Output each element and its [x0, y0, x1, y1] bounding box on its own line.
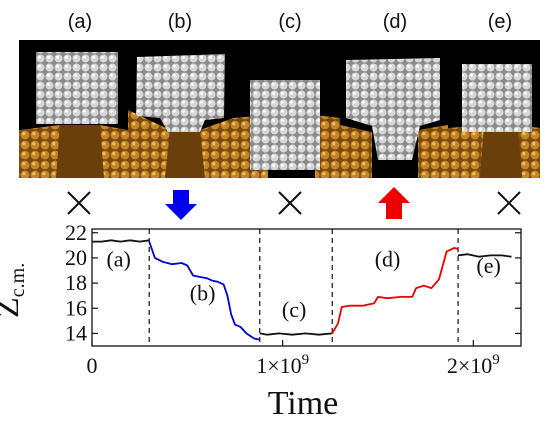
groove-floor-b: [165, 130, 205, 178]
y-tick-label: 18: [65, 270, 87, 295]
substrate-right-a: [100, 125, 128, 178]
region-label: (b): [190, 281, 216, 306]
y-tick-label: 16: [65, 295, 87, 320]
y-tick-label: 14: [65, 320, 87, 345]
snapshot-e: [448, 64, 540, 178]
snapshot-strip: [19, 40, 540, 178]
panel-label-a: (a): [68, 11, 92, 33]
substrate-right-e: [518, 125, 540, 178]
panel-label-c: (c): [278, 11, 301, 33]
cross-icon: [67, 191, 91, 215]
x-tick-label: 2×109: [447, 352, 500, 378]
groove-floor-e: [480, 125, 522, 178]
series-layer: [92, 239, 512, 341]
substrate-right-c: [315, 115, 340, 178]
y-axis-label-sub: c.m.: [7, 263, 29, 297]
cross-icon: [497, 191, 521, 215]
series-line: [92, 239, 150, 243]
cluster-d: [346, 58, 440, 160]
panel-label-d: (d): [383, 11, 407, 33]
substrate-left-e: [448, 125, 484, 178]
snapshot-b: [128, 54, 233, 178]
indicator-row: [67, 187, 521, 220]
y-tick-label: 22: [65, 220, 87, 245]
region-label: (e): [476, 253, 500, 278]
cluster-b: [136, 54, 225, 132]
region-label: (a): [106, 247, 130, 272]
panel-label-e: (e): [488, 11, 512, 33]
down-arrow-icon: [165, 190, 197, 220]
region-label: (d): [375, 247, 401, 272]
series-line: [148, 241, 260, 341]
x-tick-label: 0: [87, 353, 98, 378]
cluster-e: [462, 64, 532, 132]
substrate-right-b: [200, 118, 233, 178]
cluster-a: [36, 52, 118, 124]
series-line: [259, 332, 333, 336]
y-axis-label-main: Z: [0, 297, 26, 318]
up-arrow-icon: [378, 187, 410, 219]
series-line: [331, 246, 459, 334]
substrate-left-a: [19, 125, 60, 178]
panel-label-b: (b): [168, 11, 192, 33]
snapshot-labels: (a) (b) (c) (d) (e): [68, 11, 512, 33]
x-tick-label: 1×109: [256, 352, 309, 378]
y-tick-label: 20: [65, 245, 87, 270]
substrate-left-b: [128, 110, 170, 178]
plot-frame: [91, 228, 522, 347]
x-axis-label: Time: [268, 385, 339, 422]
snapshot-a: [19, 52, 128, 178]
substrate-left-d: [340, 125, 372, 178]
region-label: (c): [282, 297, 306, 322]
cluster-c: [250, 80, 320, 170]
series-line: [457, 253, 512, 258]
snapshot-d: [340, 58, 448, 178]
region-labels: (a) (b) (c) (d) (e): [106, 247, 500, 322]
substrate-right-d: [418, 125, 448, 178]
snapshot-c: [233, 80, 340, 178]
groove-floor-a: [56, 125, 104, 178]
y-axis-label: Zc.m.: [0, 263, 29, 318]
cross-icon: [278, 191, 302, 215]
